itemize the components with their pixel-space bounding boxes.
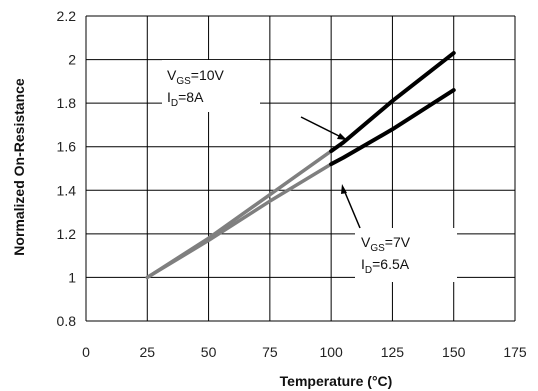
x-tick-label: 150 (442, 344, 466, 360)
x-tick-label: 0 (82, 344, 90, 360)
y-tick-label: 2.2 (57, 8, 77, 24)
annotation-vgs7-line1: VGS=7V (361, 234, 411, 254)
y-tick-label: 2 (68, 52, 76, 68)
annotation-vgs7-line2: ID=6.5A (361, 256, 410, 276)
x-tick-label: 175 (503, 344, 527, 360)
x-tick-label: 50 (201, 344, 217, 360)
y-axis-title: Normalized On-Resistance (11, 78, 27, 256)
annotation-arrow-vgs10 (300, 116, 347, 140)
annotation-vgs10-line1: VGS=10V (167, 67, 225, 87)
y-tick-label: 1 (68, 269, 76, 285)
annotation-vgs10-line2: ID=8A (167, 89, 204, 109)
y-tick-label: 1.8 (57, 95, 77, 111)
y-tick-label: 1.4 (57, 182, 77, 198)
series-vgs10-line-low (145, 149, 333, 280)
annotation-box-vgs10 (162, 60, 260, 112)
tick-labels: 0 25 50 75 100 125 150 175 0.8 1 1.2 1.4 1.6 1.8 2 2.2 (57, 8, 527, 360)
series-vgs7-line-low (145, 162, 333, 280)
y-tick-label: 1.6 (57, 139, 77, 155)
series-lines (145, 51, 456, 280)
series-vgs10-line-high (329, 51, 456, 154)
x-tick-label: 75 (262, 344, 278, 360)
grid (85, 15, 516, 322)
annotation-box-vgs7 (355, 228, 457, 282)
x-tick-label: 100 (319, 344, 343, 360)
x-tick-label: 25 (139, 344, 155, 360)
series-vgs7-line-high (329, 88, 456, 167)
y-tick-label: 1.2 (57, 226, 77, 242)
x-tick-label: 125 (381, 344, 405, 360)
y-tick-label: 0.8 (57, 313, 77, 329)
x-axis-title: Temperature (°C) (280, 373, 393, 389)
annotation-arrow-vgs7 (341, 184, 361, 229)
